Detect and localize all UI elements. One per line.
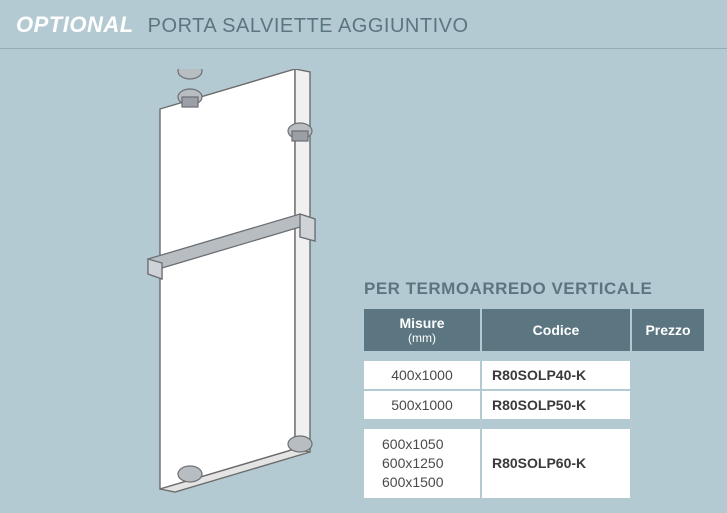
table-row: 400x1000 R80SOLP40-K bbox=[364, 361, 704, 389]
col-misure-header: Misure (mm) bbox=[364, 309, 482, 351]
mount-bracket bbox=[178, 69, 202, 79]
cell-codice: R80SOLP40-K bbox=[482, 361, 632, 389]
mount-bracket bbox=[288, 123, 312, 141]
cell-prezzo bbox=[632, 361, 704, 389]
mount-bracket bbox=[288, 436, 312, 452]
cell-prezzo bbox=[632, 391, 704, 419]
cell-codice: R80SOLP60-K bbox=[482, 429, 632, 498]
col-codice-header: Codice bbox=[482, 309, 632, 351]
cell-misure: 400x1000 bbox=[364, 361, 482, 389]
subtitle: PORTA SALVIETTE AGGIUNTIVO bbox=[148, 15, 469, 38]
spacer bbox=[364, 351, 704, 361]
table-row: 600x1050 600x1250 600x1500 R80SOLP60-K bbox=[364, 429, 704, 498]
misure-line: 600x1250 bbox=[382, 454, 470, 473]
header: OPTIONAL PORTA SALVIETTE AGGIUNTIVO bbox=[0, 0, 727, 49]
mount-bracket bbox=[178, 466, 202, 482]
table-header-row: Misure (mm) Codice Prezzo bbox=[364, 309, 704, 351]
spacer bbox=[364, 419, 704, 429]
content: PER TERMOARREDO VERTICALE Misure (mm) Co… bbox=[0, 49, 727, 512]
mount-bracket bbox=[178, 89, 202, 107]
product-illustration bbox=[140, 69, 350, 499]
col-misure-label: Misure bbox=[399, 315, 444, 331]
table-row: 500x1000 R80SOLP50-K bbox=[364, 391, 704, 419]
spec-panel: PER TERMOARREDO VERTICALE Misure (mm) Co… bbox=[364, 279, 704, 498]
cell-codice: R80SOLP50-K bbox=[482, 391, 632, 419]
section-title: PER TERMOARREDO VERTICALE bbox=[364, 279, 704, 299]
cell-prezzo bbox=[632, 429, 704, 498]
misure-line: 600x1050 bbox=[382, 435, 470, 454]
cell-misure: 500x1000 bbox=[364, 391, 482, 419]
col-prezzo-header: Prezzo bbox=[632, 309, 704, 351]
cell-misure: 600x1050 600x1250 600x1500 bbox=[364, 429, 482, 498]
misure-line: 600x1500 bbox=[382, 473, 470, 492]
optional-label: OPTIONAL bbox=[16, 12, 134, 38]
spec-table: Misure (mm) Codice Prezzo 400x1000 R80SO… bbox=[364, 309, 704, 498]
col-misure-unit: (mm) bbox=[372, 331, 472, 345]
header-row: OPTIONAL PORTA SALVIETTE AGGIUNTIVO bbox=[16, 12, 711, 38]
radiator-panel bbox=[160, 69, 310, 492]
